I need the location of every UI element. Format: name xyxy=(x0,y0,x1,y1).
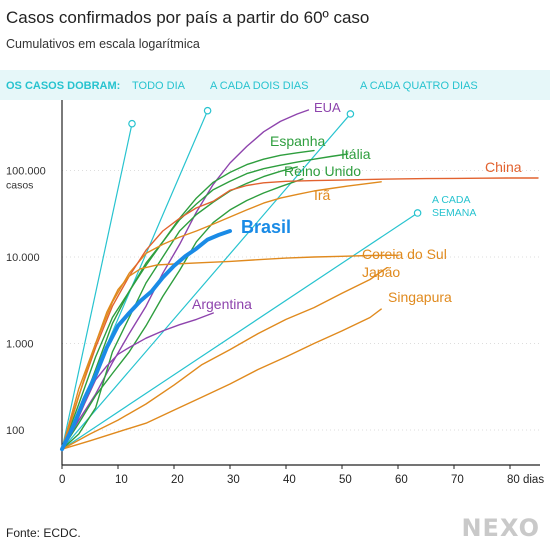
y-tick-label: 1.000 xyxy=(6,339,34,351)
doubling-guide-marker xyxy=(128,119,136,128)
doubling-guide-line xyxy=(61,212,418,450)
series-label: Reino Unido xyxy=(284,163,361,179)
series-label: Coreia do Sul xyxy=(362,246,447,262)
series-line-jap-o xyxy=(61,267,388,450)
x-tick-label: 30 xyxy=(227,474,240,486)
y-tick-label: 100 xyxy=(6,425,24,437)
series-line-brasil xyxy=(60,229,232,452)
source-note: Fonte: ECDC. xyxy=(6,526,81,540)
series-line-ir- xyxy=(61,181,382,450)
series-label: Brasil xyxy=(241,217,291,237)
series-label: Argentina xyxy=(192,296,252,312)
x-tick-label: 50 xyxy=(339,474,352,486)
series-line-alemanha xyxy=(61,166,298,450)
series-label: Irã xyxy=(314,187,331,203)
doubling-guide-label: A CADA DOIS DIAS xyxy=(210,80,308,92)
chart-subtitle: Cumulativos em escala logarítmica xyxy=(6,37,200,51)
doubling-guide-label: SEMANA xyxy=(432,207,476,219)
doubling-guide-line xyxy=(61,123,133,450)
x-tick-label: 0 xyxy=(59,474,65,486)
x-tick-label: 70 xyxy=(451,474,464,486)
brand-logo: NEXO xyxy=(461,514,540,542)
series-label: Japão xyxy=(362,264,400,280)
series-line-singapura xyxy=(61,308,382,450)
y-axis-unit-label: casos xyxy=(6,180,33,192)
doubling-header-band xyxy=(0,70,550,100)
doubling-guide-marker xyxy=(346,110,355,118)
x-tick-label: 10 xyxy=(115,474,128,486)
series-label: Espanha xyxy=(270,133,325,149)
doubling-guide-marker xyxy=(413,209,422,217)
doubling-guide-label: TODO DIA xyxy=(132,80,186,92)
y-tick-label: 100.000 xyxy=(6,166,46,178)
series-line-espanha xyxy=(61,149,315,450)
x-tick-label: 60 xyxy=(395,474,408,486)
doubling-guide-label: A CADA xyxy=(432,194,471,206)
chart-title: Casos confirmados por país a partir do 6… xyxy=(6,8,370,27)
x-tick-label: 40 xyxy=(283,474,296,486)
doubling-guide-line xyxy=(61,113,351,450)
series-line-it-lia xyxy=(61,153,349,450)
series-line-argentina xyxy=(61,312,214,450)
series-line-china xyxy=(61,177,539,450)
series-line-coreia-do-sul xyxy=(61,254,399,450)
x-tick-label: 20 xyxy=(171,474,184,486)
x-tick-label: 80 dias xyxy=(507,474,544,486)
series-label: China xyxy=(485,159,522,175)
doubling-guide-marker xyxy=(203,106,212,115)
series-label: EUA xyxy=(314,100,341,115)
doubling-guide-label: A CADA QUATRO DIAS xyxy=(360,80,478,92)
doubling-header-label: OS CASOS DOBRAM: xyxy=(6,80,120,92)
series-label: Itália xyxy=(341,146,371,162)
series-label: Singapura xyxy=(388,289,452,305)
y-tick-label: 10.000 xyxy=(6,252,40,264)
